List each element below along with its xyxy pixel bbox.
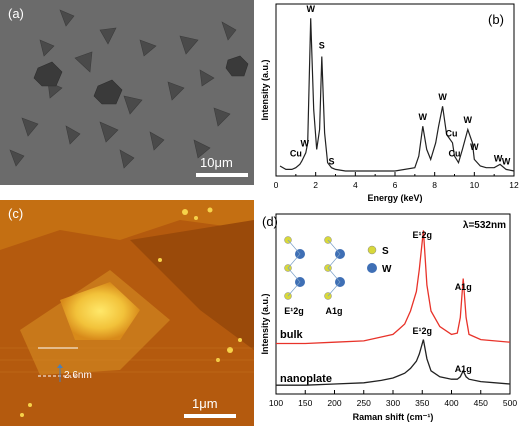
peak-label: E¹2g [412,230,432,240]
eds-peak-label: W [494,153,503,163]
panel-b-label: (b) [488,12,504,27]
x-tick-label: 350 [415,398,429,408]
panel-a-label: (a) [8,6,24,21]
afm-image-panel: (c) 2.6nm 1μm [0,200,254,426]
x-tick-label: 10 [470,180,480,190]
bond-line [327,239,341,297]
panel-c-label: (c) [8,206,24,221]
x-tick-label: 100 [269,398,283,408]
eds-chart: 0 2 4 6 8 10 12 Energy (keV) Intensity (a.u.) W S W… [260,3,519,203]
trace-label-bulk: bulk [280,329,303,341]
raman-series-line [276,339,511,386]
sem-image-panel: (a) 10μm [0,0,254,185]
x-tick-label: 200 [327,398,341,408]
a1g-mode: A1g [324,236,345,316]
eds-peak-label: W [502,157,511,167]
bond-line [287,239,301,297]
mode-label: E¹2g [284,306,304,316]
scale-bar-c-label: 1μm [192,396,218,411]
trace-label-nanoplate: nanoplate [280,373,332,385]
scale-bar-a [196,173,248,177]
eds-peak-label: S [319,41,325,51]
x-tick-label: 4 [353,180,358,190]
eds-peak-label: W [470,142,479,152]
eds-peak-label: W [438,92,447,102]
panel-d-label: (d) [262,214,278,229]
sem-image [0,0,254,185]
legend-s-marker [367,245,377,255]
eds-peak-label: W [419,112,428,122]
raman-panel: 100 150 200 250 300 350 400 450 500 Raman shift (… [258,210,520,426]
x-tick-label: 450 [474,398,488,408]
eds-peak-label: W [464,115,473,125]
x-tick-label: 500 [503,398,517,408]
scale-bar-c [184,414,236,418]
x-tick-label: 6 [393,180,398,190]
mode-label: A1g [325,306,342,316]
legend-w-marker [367,263,377,273]
e2g-mode: E¹2g [284,236,305,316]
eds-peak-label: S [329,157,335,167]
x-tick-label: 0 [274,180,279,190]
legend-w-label: W [382,264,392,275]
eds-peak-label: W [306,4,315,14]
x-axis-label: Energy (keV) [367,193,422,203]
x-tick-label: 12 [509,180,519,190]
wavelength-label: λ=532nm [463,220,506,231]
eds-panel: 0 2 4 6 8 10 12 Energy (keV) Intensity (a.u.) W S W… [258,0,520,210]
eds-peak-label: Cu [446,128,458,138]
x-tick-label: 300 [386,398,400,408]
raman-chart: 100 150 200 250 300 350 400 450 500 Raman shift (… [260,213,517,422]
afm-image [0,200,254,426]
legend-s-label: S [382,246,389,257]
y-axis-label: Intensity (a.u.) [260,293,270,354]
peak-label: E¹2g [412,326,432,336]
peak-label: A1g [455,282,472,292]
x-tick-label: 250 [357,398,371,408]
y-axis-label: Intensity (a.u.) [260,59,270,120]
eds-peak-label: Cu [290,148,302,158]
plot-frame [275,213,511,395]
mode-diagram-inset: E¹2g A1g SW [284,236,392,316]
x-tick-label: 150 [298,398,312,408]
raman-series-line [276,230,511,345]
peak-label: A1g [455,364,472,374]
eds-spectrum-line [279,18,515,172]
scale-bar-a-label: 10μm [200,155,233,170]
x-axis-label: Raman shift (cm⁻¹) [353,412,434,422]
eds-peak-label: Cu [449,148,461,158]
eds-peak-label: W [301,138,310,148]
height-label: 2.6nm [64,370,92,381]
x-tick-label: 400 [444,398,458,408]
x-tick-label: 8 [432,180,437,190]
x-tick-label: 2 [313,180,318,190]
